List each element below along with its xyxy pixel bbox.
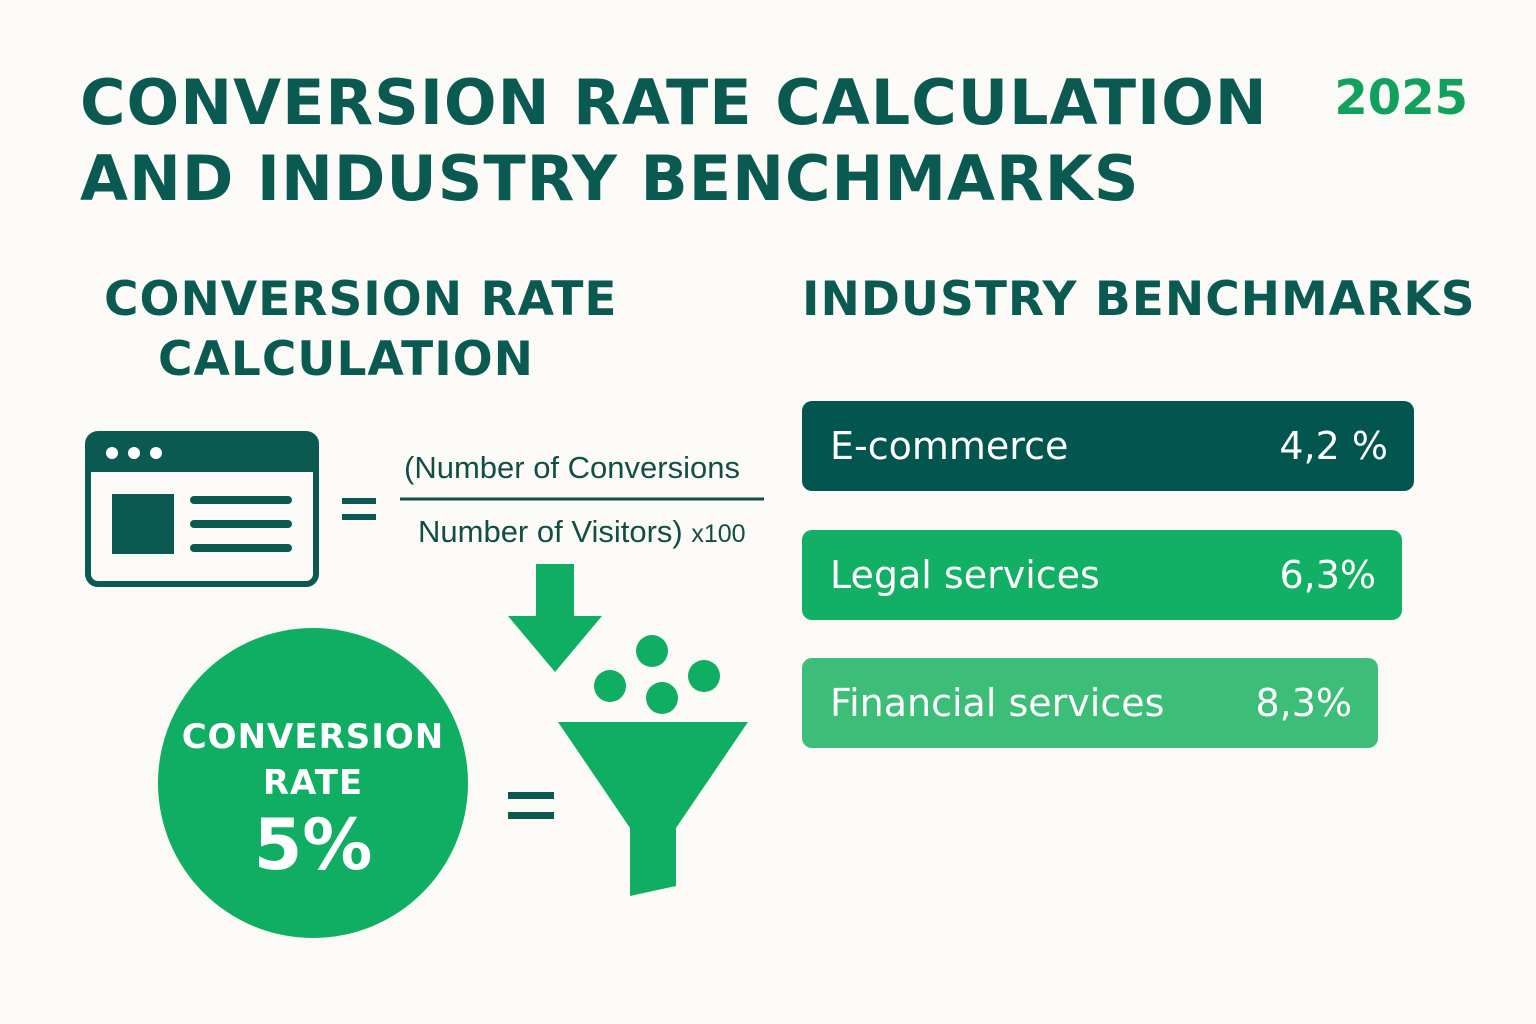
funnel-icon [558, 635, 748, 896]
page-title-line-1: CONVERSION RATE CALCULATION [80, 66, 1268, 139]
page-title-line-2: AND INDUSTRY BENCHMARKS [80, 142, 1140, 215]
benchmark-value: 4,2 % [1279, 424, 1388, 468]
benchmark-label: E-commerce [830, 424, 1069, 468]
conversion-rate-label-line-2: RATE [262, 763, 364, 803]
formula-multiplier: x100 [691, 520, 746, 548]
fraction-line [400, 497, 764, 501]
benchmark-bar-ecommerce: E-commerce 4,2 % [802, 401, 1414, 491]
conversion-rate-circle: CONVERSION RATE 5% [158, 628, 468, 938]
benchmark-value: 8,3% [1255, 681, 1352, 725]
conversion-rate-label-line-1: CONVERSION [181, 717, 445, 757]
down-arrow-icon [508, 564, 602, 672]
formula-denominator: Number of Visitors) x100 [418, 516, 746, 547]
benchmark-bar-financial-services: Financial services 8,3% [802, 658, 1378, 748]
benchmark-label: Legal services [830, 553, 1100, 597]
calculation-heading-line-2: CALCULATION [158, 332, 534, 387]
equals-icon [342, 498, 376, 520]
browser-window-icon [85, 431, 319, 587]
benchmark-label: Financial services [830, 681, 1165, 725]
benchmark-value: 6,3% [1279, 553, 1376, 597]
benchmarks-heading: INDUSTRY BENCHMARKS [802, 272, 1476, 327]
conversion-rate-value: 5% [253, 804, 373, 886]
calculation-heading-line-1: CONVERSION RATE [104, 272, 618, 327]
year-label: 2025 [1334, 70, 1468, 126]
formula-numerator: (Number of Conversions [404, 450, 740, 485]
result-equals-icon [508, 792, 554, 819]
formula-denominator-text: Number of Visitors) [418, 514, 683, 549]
benchmark-bar-legal-services: Legal services 6,3% [802, 530, 1402, 620]
